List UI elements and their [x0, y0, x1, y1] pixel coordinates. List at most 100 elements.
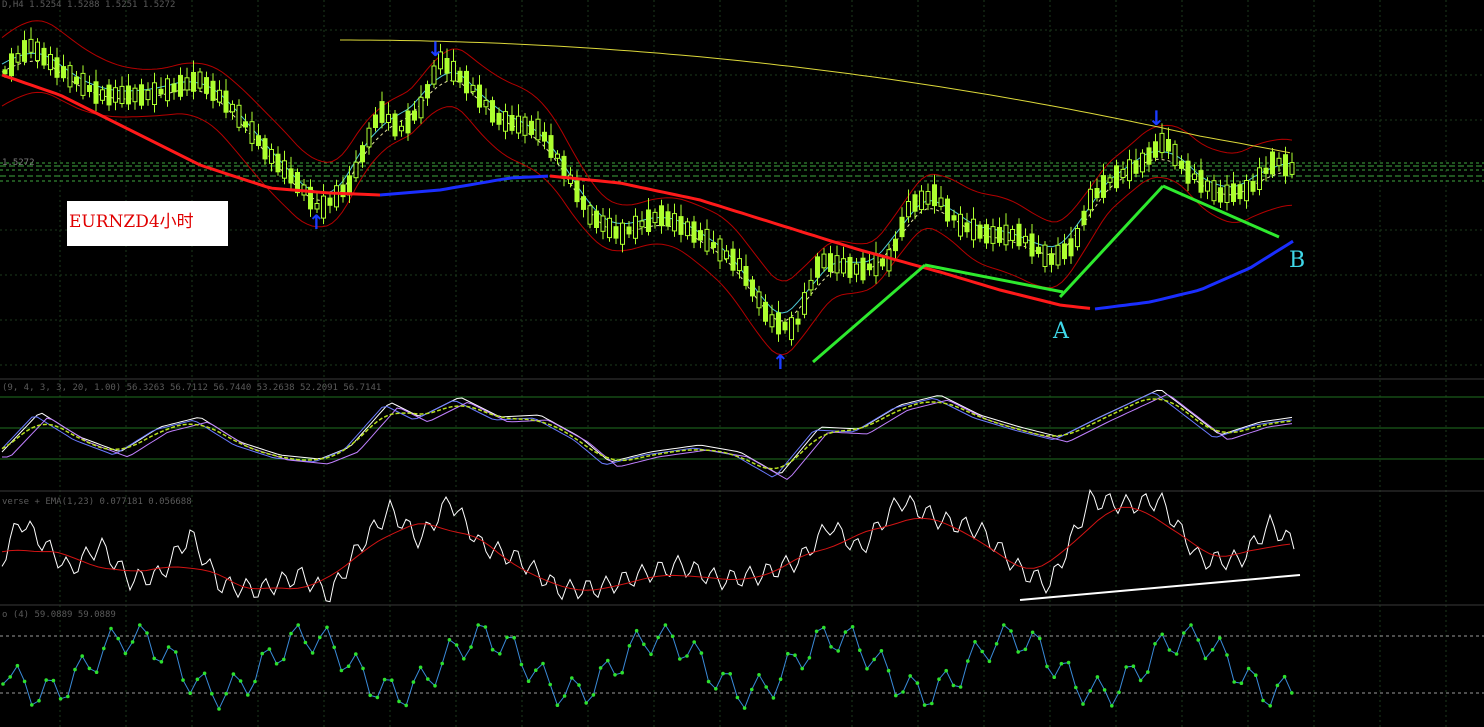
- rsi-point: [656, 635, 660, 640]
- candle-body: [87, 85, 92, 92]
- candle-body: [873, 253, 879, 277]
- candle-body: [61, 66, 66, 79]
- candle-body: [288, 168, 294, 184]
- rsi-point: [469, 645, 473, 649]
- rsi-point: [555, 703, 560, 707]
- rsi-point: [958, 685, 963, 689]
- rsi-point: [411, 680, 416, 684]
- candle-body: [178, 74, 183, 97]
- candle-body: [366, 127, 372, 148]
- rsi-point: [865, 666, 869, 671]
- rsi-point: [606, 658, 610, 663]
- candle-body: [243, 121, 248, 128]
- rsi-point: [750, 687, 754, 692]
- rsi-point: [433, 684, 437, 688]
- rsi-point: [764, 685, 768, 689]
- rsi-point: [15, 663, 20, 668]
- candle-body: [74, 76, 79, 85]
- rsi-point: [339, 668, 344, 673]
- candle-body: [763, 301, 768, 322]
- candle-body: [1211, 180, 1217, 202]
- candle-body: [386, 113, 391, 124]
- rsi-point: [260, 651, 265, 656]
- candle-body: [574, 180, 580, 203]
- rsi-point: [418, 665, 423, 670]
- rsi-point: [1038, 636, 1042, 641]
- rsi-point: [253, 679, 257, 684]
- rsi-point: [966, 659, 970, 663]
- candle-body: [1049, 253, 1054, 265]
- candle-body: [269, 149, 274, 164]
- rsi-panel-header: o (4) 59.0889 59.0889: [2, 610, 116, 620]
- candle-body: [256, 135, 261, 146]
- candle-body: [184, 77, 190, 91]
- rsi-point: [1182, 631, 1186, 635]
- rsi-point: [361, 666, 365, 671]
- rsi-point: [310, 651, 315, 655]
- rsi-point: [1016, 650, 1020, 654]
- rsi-point: [246, 693, 250, 697]
- candle-body: [1036, 246, 1041, 255]
- rsi-point: [721, 671, 725, 676]
- candle-body: [106, 84, 112, 106]
- candle-body: [93, 81, 99, 104]
- candle-body: [919, 190, 924, 211]
- candle-body: [698, 230, 703, 241]
- rsi-point: [1052, 675, 1056, 679]
- candle-body: [9, 53, 14, 77]
- upper-band: [1, 20, 1293, 282]
- candle-body: [912, 194, 918, 212]
- candle-body: [1107, 177, 1113, 183]
- candle-body: [1068, 238, 1074, 257]
- candle-body: [399, 125, 404, 132]
- rsi-point: [102, 646, 106, 651]
- rsi-point: [354, 652, 358, 656]
- candle-body: [750, 279, 755, 297]
- rsi-point: [498, 652, 502, 656]
- candle-body: [1088, 188, 1093, 211]
- fractal-up-arrow: ↑: [772, 350, 789, 374]
- rsi-point: [174, 650, 178, 654]
- rsi-point: [202, 671, 207, 676]
- candle-body: [444, 58, 450, 74]
- rsi-point: [534, 668, 538, 672]
- candle-body: [1081, 210, 1087, 226]
- candle-body: [1218, 187, 1223, 203]
- rsi-point: [886, 668, 891, 673]
- candle-body: [1016, 223, 1022, 247]
- rsi-point: [375, 695, 380, 700]
- candle-body: [659, 205, 664, 227]
- candle-body: [561, 155, 567, 179]
- rsi-point: [858, 648, 862, 652]
- rsi-point: [1138, 678, 1143, 683]
- wave-label-a: A: [1053, 319, 1069, 344]
- rsi-point: [1146, 670, 1150, 674]
- candle-body: [945, 198, 950, 222]
- rsi-point: [145, 631, 149, 635]
- rsi-point: [397, 699, 401, 704]
- candle-body: [834, 255, 840, 274]
- candle-body: [958, 213, 963, 237]
- candle-body: [607, 217, 612, 239]
- candle-body: [1127, 159, 1132, 182]
- candle-body: [542, 131, 547, 142]
- candle-body: [906, 201, 911, 218]
- rsi-point: [1225, 653, 1229, 657]
- candle-body: [860, 257, 866, 281]
- red-moving-average: [549, 174, 1091, 310]
- candle-body: [275, 153, 281, 173]
- rsi-point: [908, 674, 912, 678]
- candle-body: [145, 89, 151, 101]
- candle-body: [204, 77, 209, 94]
- candle-body: [1257, 167, 1262, 191]
- candle-body: [54, 57, 60, 78]
- rsi-point: [138, 623, 142, 627]
- candle-body: [1094, 188, 1100, 199]
- candle-body: [652, 211, 658, 224]
- rsi-point: [526, 679, 531, 683]
- rsi-point: [8, 675, 12, 679]
- rsi-point: [634, 628, 639, 633]
- candle-body: [704, 228, 710, 252]
- candle-body: [685, 221, 690, 237]
